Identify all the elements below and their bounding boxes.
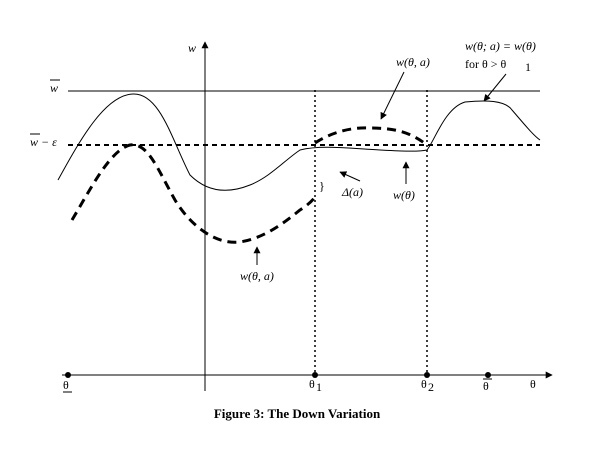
w-theta-a-curve-lower — [70, 143, 317, 244]
svg-text:2: 2 — [428, 380, 434, 394]
svg-text:θ: θ — [309, 377, 315, 391]
y-axis-label: w — [188, 41, 196, 55]
w-theta-a-curve-upper — [314, 126, 428, 147]
w-theta-annotation: w(θ) — [393, 161, 415, 202]
svg-text:Δ(a): Δ(a) — [341, 185, 363, 199]
svg-text:1: 1 — [316, 380, 322, 394]
delta-a-annotation: } Δ(a) — [319, 171, 363, 199]
w-bar-minus-eps-label: w − ε — [30, 133, 57, 149]
svg-text:θ: θ — [63, 378, 69, 392]
theta-under-dot — [65, 372, 71, 378]
w-theta-curve — [57, 93, 541, 191]
theta2-label: θ 2 — [421, 377, 434, 394]
svg-text:θ: θ — [421, 377, 427, 391]
svg-text:w(θ; a) = w(θ): w(θ; a) = w(θ) — [465, 39, 536, 53]
svg-text:w: w — [50, 81, 58, 95]
svg-text:θ: θ — [483, 379, 489, 393]
theta2-dot — [424, 372, 430, 378]
theta1-label: θ 1 — [309, 377, 322, 394]
svg-text:w(θ, a): w(θ, a) — [396, 55, 430, 69]
right-annotation: w(θ; a) = w(θ) for θ > θ 1 — [465, 39, 536, 102]
w-bar-label: w — [50, 79, 60, 95]
svg-text:w − ε: w − ε — [30, 135, 57, 149]
w-theta-a-lower-annotation: w(θ, a) — [240, 246, 274, 283]
w-theta-a-upper-annotation: w(θ, a) — [380, 55, 430, 120]
svg-text:w(θ): w(θ) — [393, 188, 415, 202]
figure-caption: Figure 3: The Down Variation — [214, 406, 381, 421]
theta-bar-dot — [485, 372, 491, 378]
svg-text:1: 1 — [525, 60, 531, 74]
svg-text:w(θ, a): w(θ, a) — [240, 269, 274, 283]
x-axis-label: θ — [530, 377, 536, 391]
theta-under-label: θ — [63, 378, 72, 393]
theta1-dot — [312, 372, 318, 378]
theta-bar-label: θ — [483, 378, 492, 393]
svg-text:for θ > θ: for θ > θ — [465, 57, 507, 71]
delta-brace: } — [319, 179, 325, 193]
